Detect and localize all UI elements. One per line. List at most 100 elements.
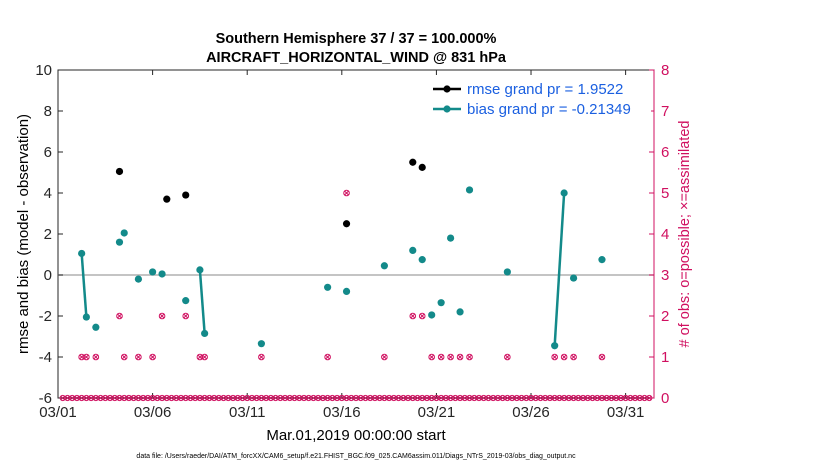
obs-zero-cross xyxy=(178,395,184,401)
obs-zero-cross xyxy=(429,395,434,401)
obs-zero-cross xyxy=(320,395,326,401)
y-right-tick-label-5: 5 xyxy=(661,185,669,202)
legend-bias-marker xyxy=(443,105,451,113)
obs-count-marker xyxy=(428,353,435,361)
obs-zero-cross xyxy=(599,395,605,401)
y-right-tick-label-6: 6 xyxy=(661,144,669,161)
obs-zero-cross xyxy=(457,395,463,401)
obs-zero-cross xyxy=(453,395,458,401)
obs-zero-cross xyxy=(386,395,392,401)
obs-zero-cross xyxy=(103,395,108,401)
obs-zero-cross xyxy=(552,395,557,401)
obs-count-cross xyxy=(419,313,425,319)
obs-count-marker xyxy=(381,353,388,361)
obs-zero-cross xyxy=(240,395,245,401)
obs-zero-cross xyxy=(420,395,425,401)
obs-count-marker xyxy=(447,353,454,361)
legend-bias-label: bias grand pr = -0.21349 xyxy=(467,101,631,118)
obs-count-cross xyxy=(561,354,567,360)
obs-zero-cross xyxy=(557,395,562,401)
obs-count-marker xyxy=(258,353,265,361)
obs-zero-cross xyxy=(571,395,576,401)
bias-point xyxy=(201,329,209,338)
obs-count-cross xyxy=(183,313,189,319)
bias-point xyxy=(78,249,86,258)
x-tick-label-3: 03/16 xyxy=(323,404,361,421)
chart-title: Southern Hemisphere 37 / 37 = 100.000% xyxy=(216,31,497,47)
obs-count-cross xyxy=(117,313,122,319)
obs-zero-cross xyxy=(538,395,543,401)
obs-zero-cross xyxy=(316,395,321,401)
obs-zero-cross xyxy=(618,395,624,401)
obs-zero-cross xyxy=(448,395,453,401)
obs-zero-cross xyxy=(131,395,136,401)
obs-zero-cross xyxy=(391,395,396,401)
x-tick-label-2: 03/11 xyxy=(229,404,265,421)
bias-line-segment xyxy=(553,192,566,346)
obs-zero-cross xyxy=(207,395,212,401)
obs-count-cross xyxy=(325,354,330,360)
obs-zero-cross xyxy=(561,395,567,401)
obs-zero-cross xyxy=(70,395,75,401)
y-tick-label-3: 0 xyxy=(44,267,52,284)
obs-zero-cross xyxy=(623,395,628,401)
obs-zero-cross xyxy=(344,395,349,401)
obs-zero-cross xyxy=(282,395,288,401)
bias-point xyxy=(465,186,474,194)
obs-count-marker xyxy=(551,353,558,361)
obs-zero-cross xyxy=(358,395,363,401)
obs-count-marker xyxy=(120,353,128,361)
y-tick-label-2: -2 xyxy=(39,308,52,325)
obs-count-cross xyxy=(467,354,472,360)
obs-zero-cross xyxy=(566,395,572,401)
obs-zero-cross xyxy=(472,395,477,401)
obs-count-cross xyxy=(429,354,435,360)
obs-zero-cross xyxy=(576,395,581,401)
obs-zero-cross xyxy=(647,395,652,401)
obs-zero-cross xyxy=(519,395,524,401)
obs-zero-cross xyxy=(193,395,198,401)
data-file-footer: data file: /Users/raeder/DAI/ATM_forcXX/… xyxy=(136,453,576,460)
obs-zero-cross xyxy=(159,395,165,401)
obs-count-marker xyxy=(504,353,511,361)
x-tick-label-0: 03/01 xyxy=(39,404,77,421)
obs-zero-cross xyxy=(79,395,84,401)
obs-zero-cross xyxy=(188,395,193,401)
obs-zero-cross xyxy=(481,395,486,401)
obs-zero-cross xyxy=(590,395,595,401)
obs-zero-cross xyxy=(491,395,496,401)
obs-zero-cross xyxy=(84,395,89,401)
obs-zero-cross xyxy=(169,395,174,401)
bias-point xyxy=(560,189,568,197)
obs-zero-cross xyxy=(211,395,217,401)
bias-point xyxy=(418,256,426,264)
obs-zero-cross xyxy=(287,395,292,401)
bias-point xyxy=(120,229,128,237)
obs-zero-cross xyxy=(112,395,117,401)
bias-line-segment xyxy=(198,269,206,334)
x-axis-label: Mar.01,2019 00:00:00 start xyxy=(266,427,446,444)
bias-point xyxy=(257,340,265,348)
obs-count-cross xyxy=(457,354,463,360)
obs-zero-cross xyxy=(197,395,203,401)
obs-zero-cross xyxy=(325,395,330,401)
obs-count-marker xyxy=(158,312,166,320)
obs-zero-cross xyxy=(301,395,307,401)
obs-zero-cross xyxy=(122,395,127,401)
obs-zero-cross xyxy=(585,395,590,401)
obs-zero-cross xyxy=(93,395,98,401)
obs-zero-cross xyxy=(126,395,132,401)
obs-count-marker xyxy=(343,189,350,197)
obs-zero-cross xyxy=(349,395,354,401)
obs-zero-cross xyxy=(339,395,344,401)
rmse-point xyxy=(342,220,351,228)
obs-count-marker xyxy=(149,353,156,361)
obs-count-marker xyxy=(570,353,577,361)
obs-count-marker xyxy=(116,312,123,320)
rmse-point xyxy=(182,191,190,199)
obs-zero-cross xyxy=(306,395,311,401)
obs-zero-cross xyxy=(377,395,382,401)
obs-zero-cross xyxy=(382,395,387,401)
y-right-tick-label-0: 0 xyxy=(661,390,669,407)
